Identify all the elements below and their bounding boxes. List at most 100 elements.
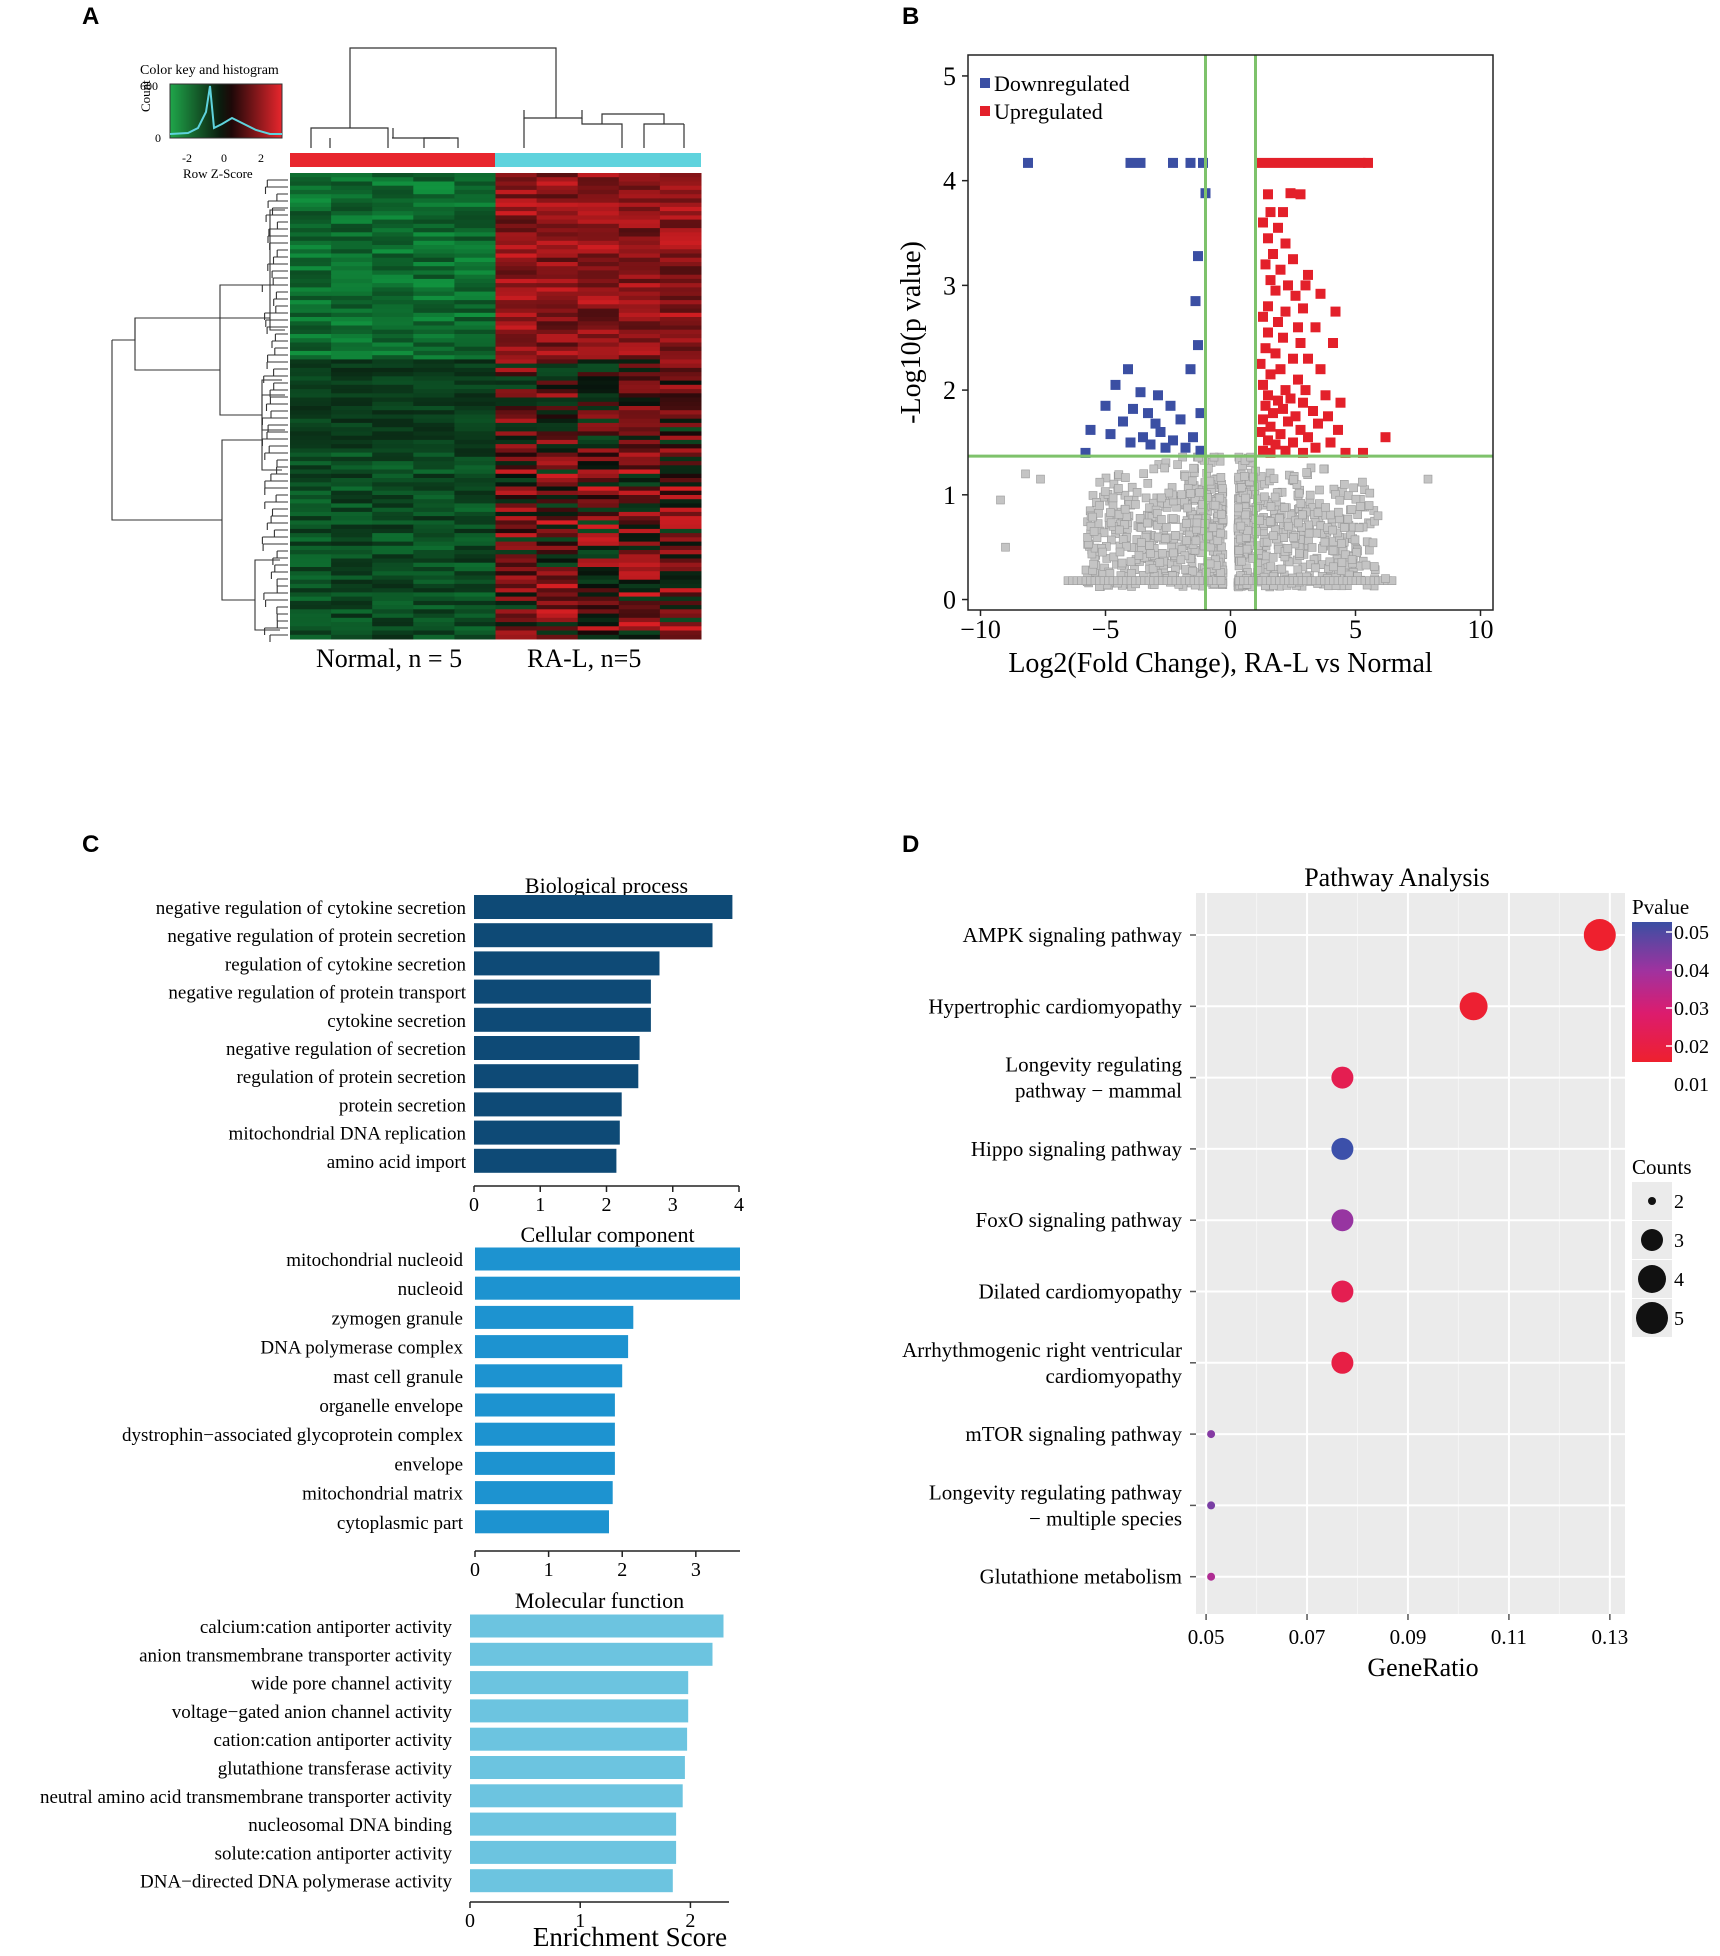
heatmap-cell <box>577 266 620 271</box>
heatmap-cell <box>618 439 661 445</box>
upregulated-point <box>1335 397 1346 408</box>
grey-point <box>1315 485 1324 495</box>
grey-point <box>1095 477 1105 487</box>
grey-point <box>1289 532 1298 542</box>
heatmap-cell <box>331 575 373 581</box>
heatmap-cell <box>536 389 579 394</box>
grey-point <box>1146 549 1155 558</box>
heatmap-cell <box>413 478 455 483</box>
heatmap-cell <box>454 211 496 216</box>
heatmap-cell <box>413 461 455 466</box>
heatmap-cell <box>659 274 702 280</box>
heatmap-cell <box>659 448 702 454</box>
upregulated-point <box>1280 445 1291 456</box>
heatmap-cell <box>290 317 332 322</box>
heatmap-cell <box>618 228 661 233</box>
heatmap-cell <box>577 571 620 576</box>
heatmap-cell <box>536 223 579 229</box>
pathway-bubble <box>1583 919 1616 951</box>
heatmap-cell <box>536 291 579 297</box>
upregulated-point <box>1285 157 1296 168</box>
heatmap-cell <box>454 253 496 259</box>
heatmap-cell <box>413 240 455 246</box>
heatmap-cell <box>454 634 496 640</box>
heatmap-cell <box>618 630 661 636</box>
upregulated-point <box>1298 303 1308 314</box>
heatmap-cell <box>659 389 702 394</box>
heatmap-cell <box>495 278 538 284</box>
grey-point <box>1218 484 1227 494</box>
heatmap-cell <box>618 367 661 373</box>
x-axis-label: GeneRatio <box>1367 1653 1478 1682</box>
heatmap-cell <box>536 367 579 373</box>
heatmap-cell <box>290 257 332 263</box>
enrichment-bar <box>474 1064 639 1089</box>
heatmap-cell <box>618 194 661 199</box>
heatmap-cell <box>618 626 661 631</box>
plot-background <box>1196 893 1625 1614</box>
heatmap-cell <box>413 372 455 377</box>
heatmap-cell <box>413 617 455 623</box>
grey-point <box>1304 528 1314 538</box>
legend-swatch-up <box>980 106 990 116</box>
heatmap-cell <box>577 401 620 407</box>
heatmap-cell <box>413 325 455 331</box>
z-label: Row Z-Score <box>183 166 253 181</box>
grey-point <box>1241 493 1250 503</box>
grey-point <box>1188 476 1197 486</box>
grey-point <box>1036 474 1045 484</box>
heatmap-cell <box>495 503 538 509</box>
dendrogram-branch <box>111 340 222 521</box>
heatmap-cell <box>536 630 579 636</box>
go-term-label: organelle envelope <box>319 1396 463 1417</box>
heatmap-cell <box>454 308 496 314</box>
heatmap-cell <box>618 346 661 352</box>
heatmap-cell <box>372 223 414 229</box>
heatmap-cell <box>413 317 455 322</box>
heatmap-cell <box>331 554 373 559</box>
heatmap-cell <box>413 516 455 521</box>
heatmap-cell <box>618 435 661 441</box>
heatmap-cell <box>659 524 702 530</box>
heatmap-cell <box>290 435 332 441</box>
heatmap-cell <box>290 622 332 627</box>
downregulated-point <box>1085 424 1096 435</box>
heatmap-cell <box>495 372 538 377</box>
heatmap-cell <box>454 262 496 267</box>
heatmap-cell <box>372 622 414 627</box>
enrichment-bar <box>474 1036 640 1060</box>
heatmap-cell <box>454 312 496 318</box>
heatmap-cell <box>536 253 579 259</box>
heatmap-cell <box>454 274 496 280</box>
upregulated-point <box>1265 207 1276 218</box>
heatmap-cell <box>659 427 702 432</box>
heatmap-cell <box>659 528 702 534</box>
grey-point <box>1126 557 1136 567</box>
heatmap-cell <box>618 452 661 458</box>
heatmap-cell <box>331 393 373 398</box>
grey-point <box>1269 531 1278 541</box>
grey-point <box>1351 494 1361 504</box>
heatmap-cell <box>659 304 702 309</box>
heatmap-cell <box>495 363 538 369</box>
heatmap-cell <box>495 240 538 246</box>
go-term-label: amino acid import <box>327 1152 467 1173</box>
upregulated-point <box>1380 432 1391 443</box>
heatmap-cell <box>290 278 332 284</box>
heatmap-body <box>290 173 702 640</box>
grey-point <box>1171 530 1180 540</box>
heatmap-cell <box>290 338 332 343</box>
heatmap-cell <box>372 401 414 407</box>
heatmap-cell <box>577 482 620 487</box>
heatmap-cell <box>290 291 332 297</box>
heatmap-cell <box>659 554 702 559</box>
heatmap-cell <box>659 634 702 640</box>
heatmap-cell <box>372 478 414 483</box>
heatmap-cell <box>413 562 455 568</box>
upregulated-point <box>1268 408 1278 419</box>
dendrogram-leaf <box>275 305 288 313</box>
heatmap-cell <box>536 414 579 420</box>
heatmap-cell <box>659 516 702 521</box>
heatmap-cell <box>659 571 702 576</box>
heatmap-cell <box>659 355 702 360</box>
